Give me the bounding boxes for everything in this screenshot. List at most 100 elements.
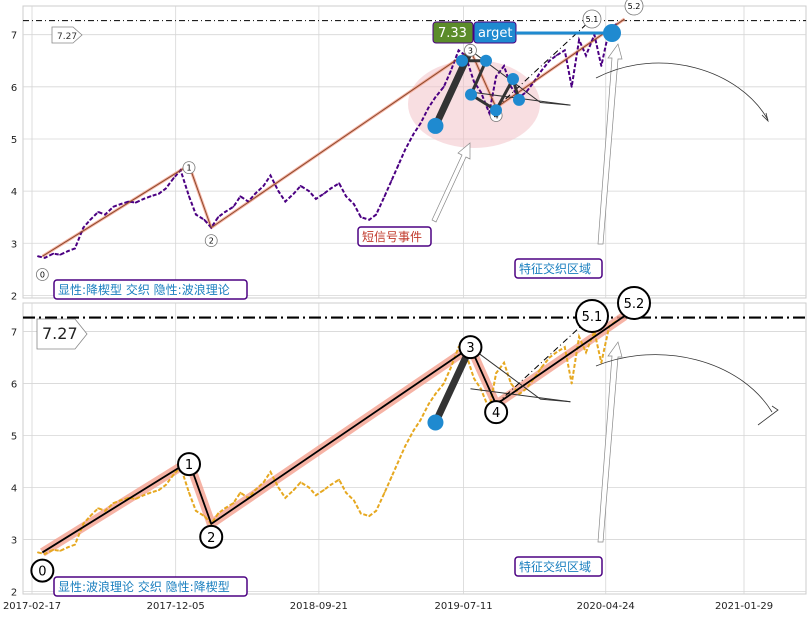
bottom-price-point	[359, 512, 362, 515]
top-price-point	[322, 192, 325, 195]
bottom-price-point	[419, 419, 422, 421]
bottom-price-point	[134, 498, 137, 500]
bottom-y-tick-label: 4	[11, 483, 17, 494]
top-price-point	[315, 198, 317, 200]
top-y-tick-label: 3	[11, 239, 17, 250]
top-wave-label-1: 1	[186, 164, 191, 173]
bottom-price-point	[195, 509, 197, 512]
top-price-point	[390, 179, 393, 182]
bottom-price-point	[284, 496, 287, 499]
bottom-panel-frame	[22, 302, 807, 595]
top-target-value: 7.27	[57, 32, 77, 42]
top-legend-box-label: 显性:降楔型 交织 隐性:波浪理论	[58, 282, 230, 297]
bottom-price-point	[203, 515, 206, 517]
bottom-price-point	[239, 491, 242, 494]
bottom-price-point	[518, 393, 521, 395]
top-price-point	[585, 54, 587, 57]
bottom-price-point	[112, 502, 115, 504]
bottom-price-point	[232, 502, 235, 504]
top-price-point	[52, 252, 55, 255]
top-price-point	[488, 111, 491, 114]
bottom-wave-point-0	[30, 558, 55, 583]
top-wave-point-3	[464, 43, 477, 57]
top-price-point	[292, 192, 295, 195]
x-tick-label: 2018-09-21	[290, 601, 348, 612]
bottom-price-point	[570, 382, 573, 385]
bottom-price-point	[338, 478, 341, 481]
top-badge-value: 7.33	[438, 26, 467, 41]
bottom-price-point	[329, 483, 332, 486]
bottom-price-point	[43, 553, 46, 555]
x-axis: 2017-02-17 2017-12-05 2018-09-21 2019-07-11…	[3, 601, 773, 612]
bottom-price-point	[353, 499, 355, 502]
top-price-point	[427, 106, 430, 109]
bottom-wave-label-5-1: 5.1	[582, 310, 603, 325]
bottom-y-tick-label: 3	[11, 535, 17, 546]
bottom-forecast-arrowhead	[757, 405, 779, 426]
bottom-price-point	[299, 481, 302, 484]
top-wave-point-1	[182, 161, 196, 175]
top-price-point	[419, 122, 422, 125]
event-box: 短信号事件	[357, 226, 432, 247]
bottom-price-point	[412, 429, 415, 432]
bottom-price-point	[397, 460, 400, 463]
bottom-region-box: 特征交织区域	[514, 556, 603, 577]
bottom-price-point	[37, 551, 39, 554]
top-price-point	[284, 200, 287, 203]
top-price-point	[329, 187, 332, 190]
bottom-price-point	[188, 491, 190, 494]
bottom-price-point	[563, 346, 566, 349]
top-target-badge: arget 7.33	[432, 21, 621, 44]
bottom-price-point	[555, 351, 558, 354]
top-price-point	[375, 213, 378, 216]
bottom-series: 0 1 2 3 4 5.1 5.2	[30, 286, 651, 583]
top-price-point	[37, 255, 39, 258]
top-price-point	[479, 91, 482, 93]
bottom-wave-label-5-2: 5.2	[624, 297, 645, 312]
x-tick-label: 2021-01-29	[715, 601, 773, 612]
top-price-point	[43, 256, 46, 259]
bottom-y-tick-label: 6	[11, 380, 17, 391]
top-price-point	[262, 184, 265, 187]
bottom-price-point	[578, 335, 580, 338]
top-region-box: 特征交织区域	[514, 258, 603, 279]
top-price-point	[578, 38, 580, 41]
event-box-frame	[357, 226, 432, 247]
top-region-box-label: 特征交织区域	[519, 261, 591, 276]
bottom-y-tick-label: 2	[11, 587, 17, 598]
bottom-price-point	[142, 494, 145, 497]
bottom-price-point	[404, 445, 407, 447]
top-price-point	[503, 65, 505, 67]
bottom-pattern-lower	[470, 388, 571, 403]
bottom-forecast-curve	[595, 354, 773, 413]
top-price-point	[434, 96, 437, 99]
top-wave-point-0	[35, 268, 49, 281]
top-wave-point-5-1	[582, 9, 602, 29]
top-wave-label-5-2: 5.2	[628, 2, 641, 11]
top-wave-label-2: 2	[209, 237, 214, 246]
top-target-arrow-shape	[51, 26, 83, 44]
top-price-point	[74, 247, 76, 250]
bottom-region-box-label: 特征交织区域	[519, 559, 591, 574]
top-price-point	[172, 177, 175, 179]
top-y-tick-label: 5	[11, 135, 17, 146]
bottom-price-point	[119, 499, 122, 502]
bottom-price-point	[345, 491, 347, 494]
top-price-point	[548, 59, 551, 62]
top-price-point	[600, 65, 603, 67]
bottom-wave-point-1	[177, 452, 202, 477]
top-price-point	[308, 190, 310, 193]
bottom-price-point	[89, 515, 92, 517]
bottom-price-point	[510, 382, 512, 385]
bottom-price-point	[217, 512, 220, 515]
top-price-point	[397, 164, 400, 166]
top-price-point	[254, 192, 257, 195]
top-panel-frame	[22, 5, 807, 299]
bottom-price-point	[442, 382, 445, 385]
top-price-point	[82, 226, 85, 229]
top-price-point	[203, 218, 206, 221]
top-price-point	[353, 203, 355, 206]
bottom-wave-point-5-2	[617, 286, 651, 320]
top-badge-value-bg	[432, 21, 474, 44]
